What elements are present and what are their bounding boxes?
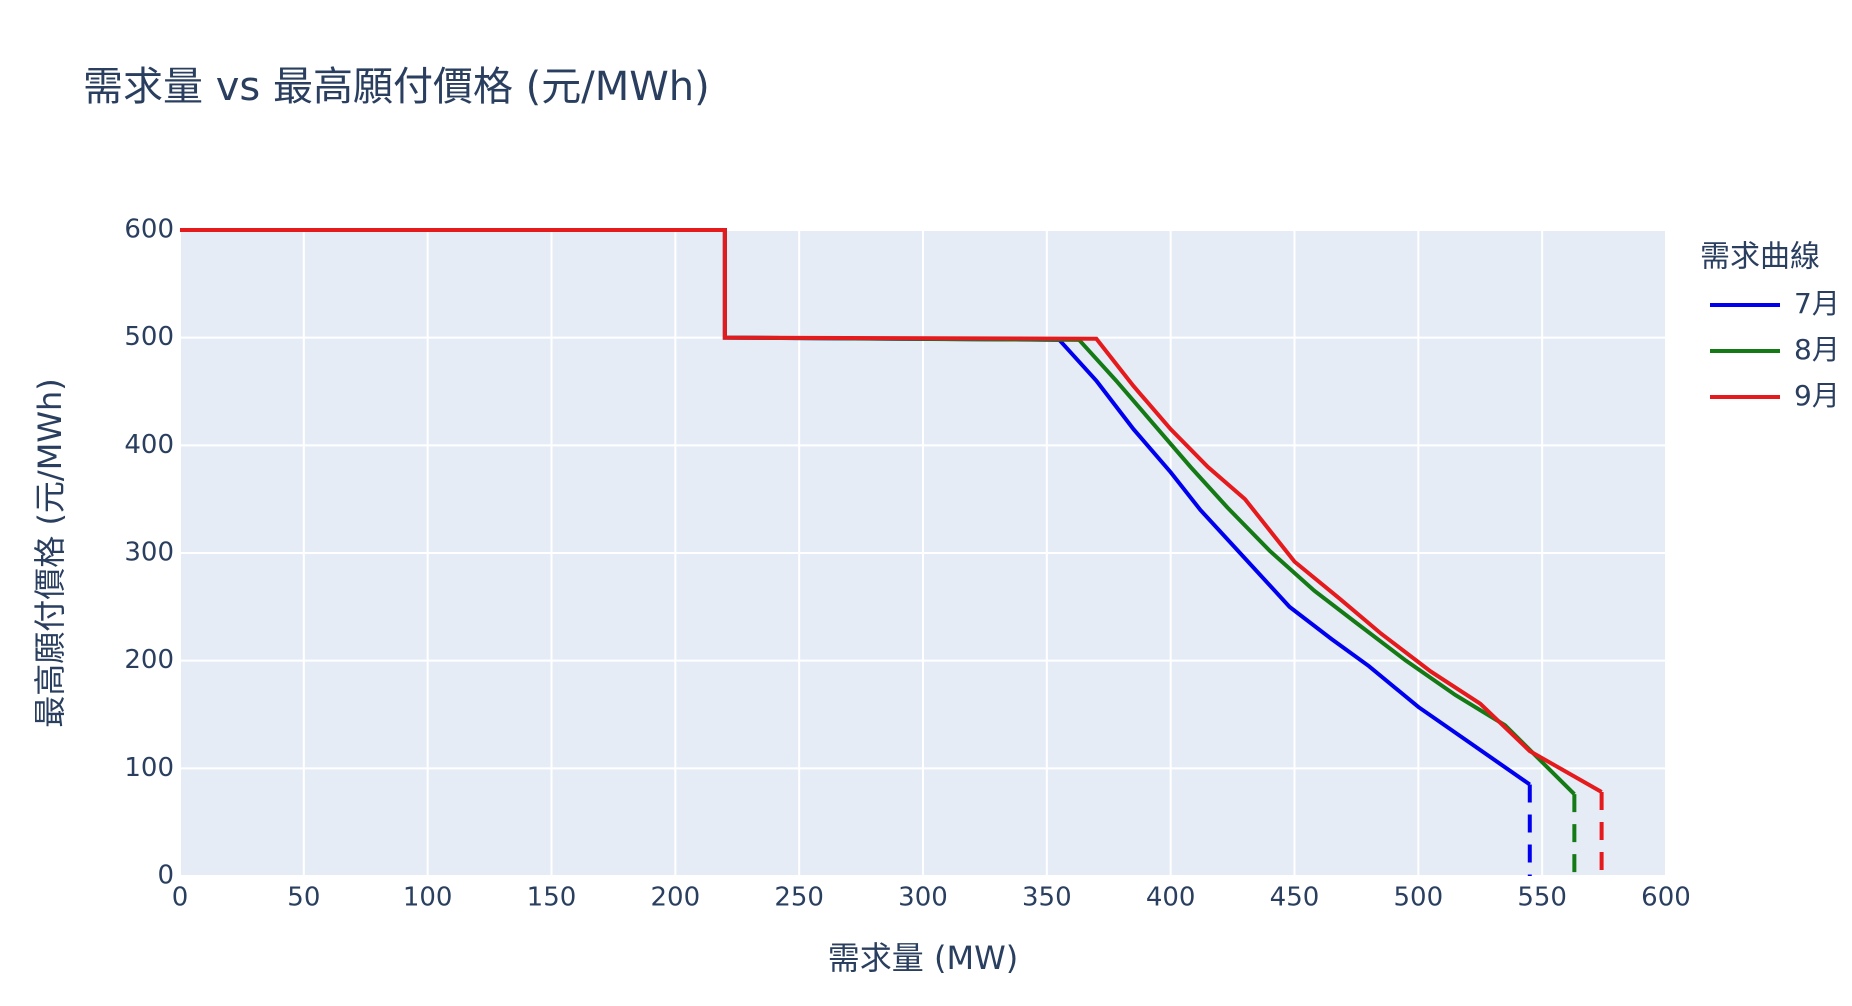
legend-label: 8月 xyxy=(1794,333,1840,366)
x-tick-label: 100 xyxy=(403,883,453,913)
x-tick-label: 400 xyxy=(1146,883,1196,913)
x-tick-label: 450 xyxy=(1270,883,1320,913)
y-tick-label: 100 xyxy=(124,753,174,783)
y-tick-label: 600 xyxy=(124,215,174,245)
y-tick-label: 200 xyxy=(124,645,174,675)
series-line xyxy=(180,228,1603,794)
y-tick-label: 400 xyxy=(124,430,174,460)
x-tick-label: 50 xyxy=(287,883,320,913)
x-tick-label: 0 xyxy=(172,883,189,913)
x-tick-label: 250 xyxy=(774,883,824,913)
x-tick-label: 350 xyxy=(1022,883,1072,913)
x-tick-label: 500 xyxy=(1394,883,1444,913)
x-tick-label: 300 xyxy=(898,883,948,913)
x-tick-label: 550 xyxy=(1517,883,1567,913)
legend-title: 需求曲線 xyxy=(1700,240,1820,275)
x-tick-label: 200 xyxy=(651,883,701,913)
x-tick-label: 150 xyxy=(527,883,577,913)
y-tick-label: 0 xyxy=(157,861,174,891)
legend-label: 7月 xyxy=(1794,287,1840,320)
x-axis-title: 需求量 (MW) xyxy=(828,939,1018,977)
y-tick-label: 300 xyxy=(124,538,174,568)
y-tick-label: 500 xyxy=(124,322,174,352)
chart-title: 需求量 vs 最高願付價格 (元/MWh) xyxy=(83,64,710,110)
x-tick-label: 600 xyxy=(1641,883,1691,913)
legend-label: 9月 xyxy=(1794,379,1840,412)
y-axis-title: 最高願付價格 (元/MWh) xyxy=(31,378,69,727)
